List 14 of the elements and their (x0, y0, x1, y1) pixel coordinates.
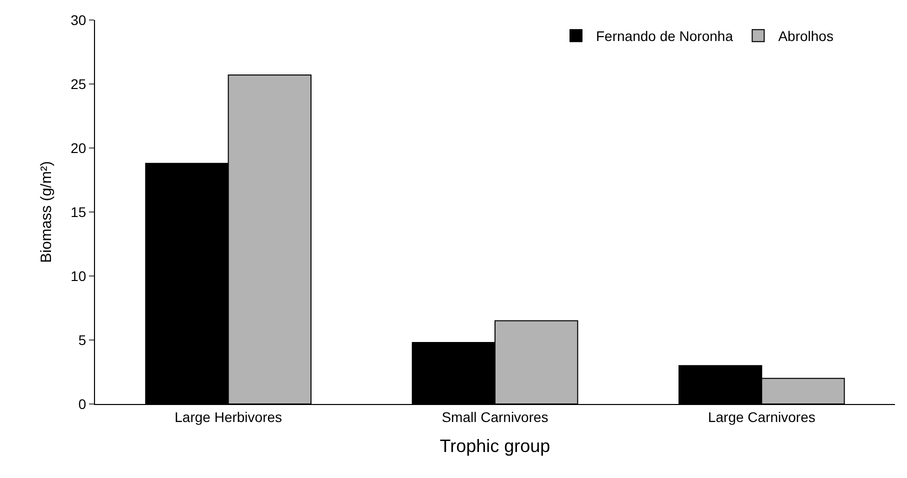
x-tick-label: Large Herbivores (174, 408, 282, 425)
x-tick-label: Small Carnivores (442, 408, 548, 425)
legend-label: Abrolhos (778, 28, 834, 44)
y-tick-label: 25 (70, 76, 86, 92)
y-tick-label: 20 (70, 140, 86, 156)
y-tick-label: 0 (78, 396, 86, 412)
legend-label: Fernando de Noronha (596, 28, 734, 44)
y-tick-label: 10 (70, 268, 86, 284)
x-tick-label: Large Carnivores (708, 408, 816, 425)
y-axis-title: Biomass (g/m²) (38, 161, 55, 263)
y-tick-label: 15 (70, 204, 86, 220)
x-axis-title: Trophic group (440, 436, 550, 456)
y-tick-label: 5 (78, 332, 86, 348)
y-tick-label: 30 (70, 12, 86, 28)
